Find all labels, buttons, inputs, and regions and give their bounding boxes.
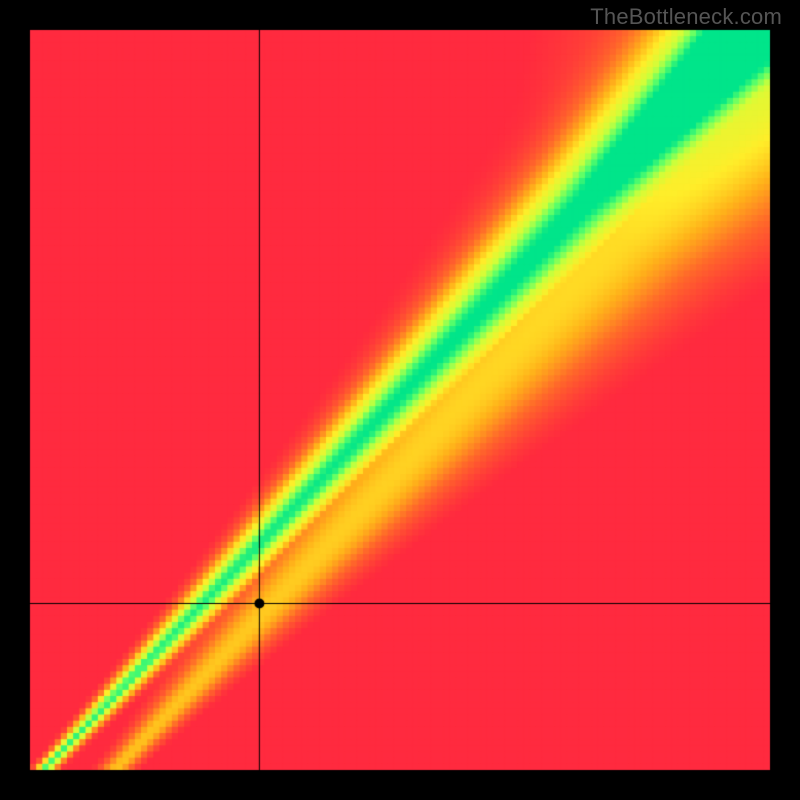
bottleneck-heatmap-canvas <box>0 0 800 800</box>
chart-container: TheBottleneck.com <box>0 0 800 800</box>
watermark-text: TheBottleneck.com <box>590 4 782 30</box>
